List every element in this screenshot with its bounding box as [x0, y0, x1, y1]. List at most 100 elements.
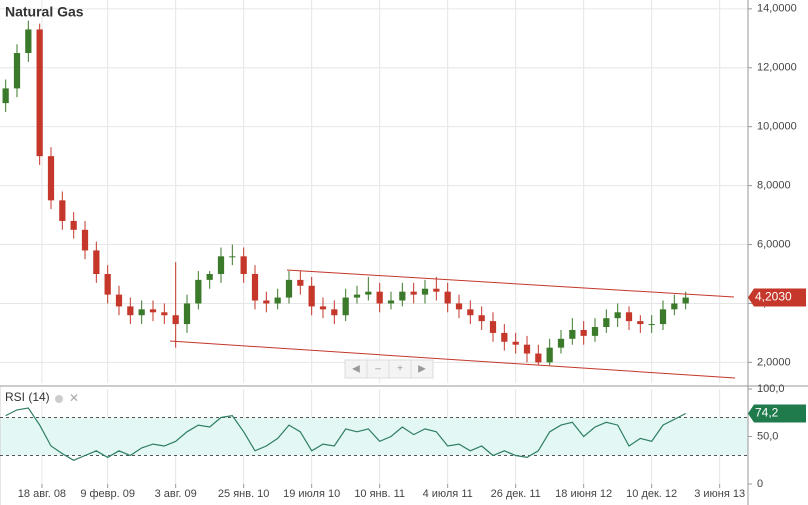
candle-body — [59, 200, 66, 221]
x-tick-label: 10 янв. 11 — [354, 488, 405, 500]
value-tag-label: 74,2 — [755, 406, 779, 420]
candle-body — [319, 306, 327, 310]
candle-body — [614, 312, 621, 319]
candle-body — [410, 291, 417, 295]
y-tick-label: 50,0 — [757, 430, 778, 442]
indicator-line — [5, 407, 686, 461]
candle-body — [47, 156, 55, 201]
candle-body — [455, 303, 463, 310]
candle-body — [183, 303, 191, 325]
candle-body — [512, 341, 519, 345]
candle-body — [546, 347, 553, 363]
candle-body — [206, 273, 213, 280]
candle-body — [387, 300, 395, 304]
candle-body — [591, 327, 599, 336]
candle-body — [297, 279, 304, 286]
candle-body — [172, 315, 179, 325]
candle-body — [36, 29, 43, 157]
candle-body — [25, 29, 32, 54]
x-tick-label: 9 февр. 09 — [80, 488, 135, 500]
candle-body — [569, 329, 576, 339]
candle-body — [671, 303, 678, 310]
candle-body — [13, 53, 21, 89]
candle-body — [376, 291, 383, 304]
candle-body — [659, 309, 667, 325]
nav-button-label[interactable]: ▶ — [418, 364, 426, 375]
indicator-title: RSI (14) — [5, 390, 50, 404]
candle-body — [263, 300, 270, 304]
candle-body — [229, 256, 236, 258]
close-icon[interactable]: ✕ — [69, 391, 79, 405]
value-tag-label: 4,2030 — [755, 290, 792, 304]
nav-button[interactable] — [410, 359, 434, 379]
y-tick-label: 12,0000 — [757, 62, 797, 74]
candle-body — [637, 321, 644, 325]
x-tick-label: 4 июля 11 — [423, 488, 473, 500]
x-tick-label: 18 июня 12 — [555, 488, 612, 500]
candle-body — [433, 288, 440, 292]
y-tick-label: 100,0 — [757, 383, 785, 395]
candle-body — [195, 279, 202, 304]
candle-body — [104, 273, 111, 295]
x-tick-label: 10 дек. 12 — [626, 488, 677, 500]
candle-body — [161, 312, 168, 316]
candle-body — [149, 309, 157, 313]
candle-body — [489, 321, 497, 333]
candle-body — [557, 338, 565, 348]
candle-body — [331, 309, 338, 316]
value-tag — [748, 288, 806, 307]
y-tick-label: 0 — [757, 478, 763, 490]
candle-body — [353, 294, 361, 298]
x-tick-label: 26 дек. 11 — [491, 488, 541, 500]
candle-body — [217, 256, 225, 274]
candle-body — [127, 306, 134, 316]
candle-body — [603, 318, 610, 328]
settings-icon[interactable] — [55, 395, 63, 403]
value-tag — [748, 404, 806, 423]
candle-body — [478, 315, 485, 322]
y-tick-label: 6,0000 — [757, 238, 791, 250]
nav-button-label[interactable]: ◀ — [352, 364, 360, 375]
candle-body — [285, 279, 293, 298]
chart-title: Natural Gas — [5, 4, 84, 20]
candle-body — [399, 291, 406, 301]
nav-bar: ◀ – + ▶ — [344, 359, 434, 379]
candle-body — [580, 329, 587, 336]
nav-button-label[interactable]: + — [397, 364, 403, 375]
candle-body — [523, 344, 531, 354]
candle-body — [138, 309, 145, 316]
candle-body — [444, 291, 451, 304]
trend-line — [286, 269, 735, 298]
candle-body — [682, 297, 689, 304]
nav-button-label[interactable]: – — [375, 364, 381, 375]
trend-line — [169, 340, 736, 379]
candle-body — [2, 88, 9, 104]
y-tick-label: 14,0000 — [757, 3, 797, 15]
indicator-band — [0, 417, 748, 456]
x-tick-label: 3 авг. 09 — [155, 488, 197, 500]
candle-body — [365, 291, 372, 295]
candle-body — [274, 297, 281, 304]
x-tick-label: 3 июня 13 — [694, 488, 745, 500]
y-tick-label: 8,0000 — [757, 180, 791, 192]
candle-body — [115, 294, 123, 307]
candle-body — [81, 229, 89, 251]
candle-body — [648, 324, 655, 326]
candle-body — [70, 220, 77, 230]
y-tick-label: 10,0000 — [757, 121, 797, 133]
candle-body — [535, 353, 542, 363]
x-tick-label: 19 июля 10 — [283, 488, 340, 500]
x-tick-label: 18 авг. 08 — [18, 488, 66, 500]
x-tick-label: 25 янв. 10 — [218, 488, 270, 500]
candle-body — [251, 273, 259, 301]
candle-body — [625, 312, 633, 322]
candle-body — [308, 285, 315, 307]
candle-body — [93, 250, 100, 274]
candle-body — [421, 288, 429, 295]
candle-body — [467, 309, 474, 316]
candle-body — [240, 256, 247, 274]
y-tick-label: 2,0000 — [757, 356, 791, 368]
candle-body — [342, 297, 349, 316]
candle-body — [501, 332, 508, 342]
